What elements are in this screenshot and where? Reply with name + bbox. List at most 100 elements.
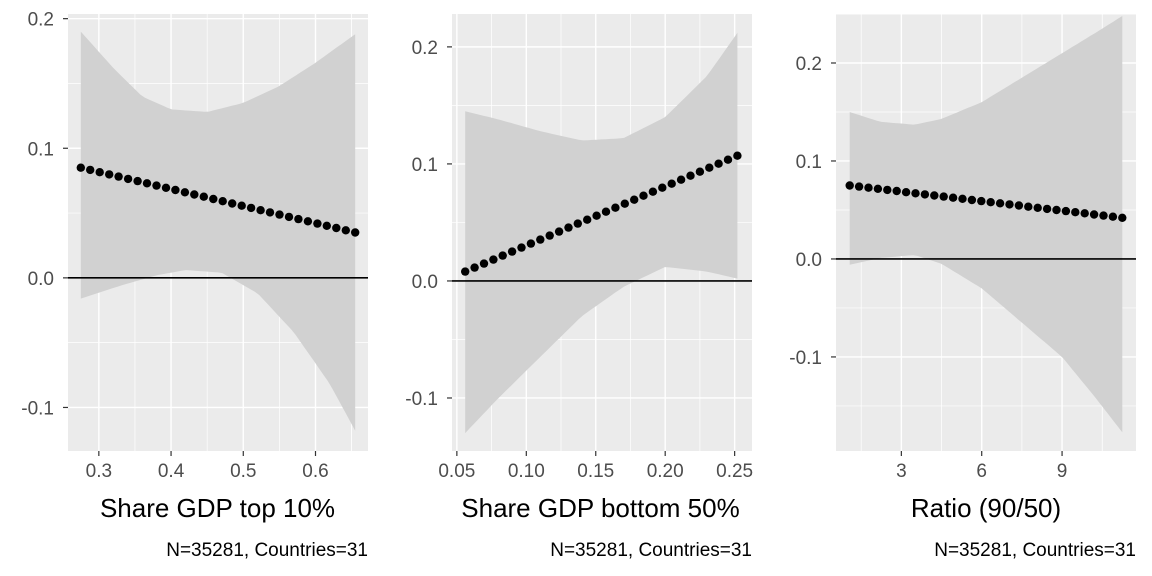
y-tick-label: 0.2	[28, 10, 54, 31]
confidence-ribbon	[80, 31, 356, 431]
confidence-ribbon	[465, 32, 738, 434]
data-point	[845, 181, 854, 190]
y-tick-label: 0.1	[28, 139, 54, 160]
x-tick-label: 0.20	[647, 461, 684, 482]
data-point	[303, 217, 313, 226]
data-point	[733, 151, 742, 160]
data-point	[171, 185, 180, 195]
data-point	[1089, 210, 1099, 219]
data-point	[554, 227, 564, 236]
x-tick-label: 3	[896, 461, 907, 482]
data-point	[322, 221, 331, 230]
data-point	[854, 182, 864, 191]
data-point	[341, 226, 350, 235]
data-point	[1024, 202, 1033, 211]
caption: N=35281, Countries=31	[166, 540, 368, 561]
data-point	[1052, 205, 1061, 215]
x-tick-label: 0.10	[508, 461, 545, 482]
confidence-ribbon	[849, 16, 1123, 433]
panel-share-gdp-top-10: -0.1 0.0 0.1 0.2 0.3 0.4 0.5 0.6 Share GDP top …	[21, 10, 368, 561]
data-point	[545, 231, 554, 240]
data-point	[864, 183, 873, 192]
x-tick-label: 0.6	[302, 461, 328, 482]
y-tick-label: -0.1	[21, 398, 54, 419]
data-point	[351, 228, 360, 237]
y-tick-label: 0.0	[412, 272, 438, 293]
data-point	[1071, 208, 1080, 217]
data-point	[1042, 204, 1052, 214]
data-point	[648, 187, 658, 196]
data-point	[611, 203, 620, 212]
data-point	[967, 195, 977, 205]
data-point	[209, 194, 218, 204]
data-point	[583, 215, 592, 224]
data-point	[95, 168, 104, 177]
data-point	[686, 171, 695, 180]
data-point	[977, 196, 986, 206]
data-point	[180, 188, 190, 197]
x-axis-title: Share GDP bottom 50%	[461, 493, 739, 523]
data-point	[237, 201, 246, 210]
data-point	[86, 165, 95, 175]
x-tick-label: 0.3	[86, 461, 112, 482]
data-point	[658, 183, 667, 192]
data-point	[256, 206, 265, 215]
y-tick-label: 0.1	[412, 155, 438, 176]
panel-share-gdp-bottom-50: -0.1 0.0 0.1 0.2 0.05 0.10 0.15 0.20 0.25 Share …	[405, 14, 753, 561]
data-point	[332, 223, 341, 233]
data-point	[133, 176, 142, 186]
data-point	[1108, 212, 1118, 221]
data-point	[190, 190, 199, 199]
data-point	[920, 190, 930, 199]
data-point	[911, 189, 920, 198]
x-tick-label: 0.25	[716, 461, 753, 482]
data-point	[313, 219, 322, 228]
data-point	[995, 199, 1005, 208]
data-point	[517, 243, 526, 252]
data-point	[498, 251, 507, 260]
data-point	[1099, 211, 1108, 220]
y-tick-label: 0.2	[796, 54, 822, 75]
data-point	[573, 219, 582, 228]
x-tick-label: 0.15	[577, 461, 614, 482]
data-point	[199, 192, 208, 201]
y-tick-label: 0.0	[28, 269, 54, 290]
data-point	[507, 247, 517, 256]
data-point	[1061, 206, 1071, 216]
data-point	[695, 167, 705, 176]
data-point	[564, 223, 573, 232]
data-point	[986, 198, 995, 207]
data-point	[948, 193, 958, 202]
data-point	[114, 172, 123, 181]
plot-area: -0.1 0.0 0.1 0.2 0.3 0.4 0.5 0.6	[21, 10, 368, 482]
x-tick-label: 9	[1057, 461, 1068, 482]
y-tick-label: 0.1	[796, 152, 822, 173]
data-point	[294, 214, 303, 224]
data-point	[218, 197, 227, 206]
data-point	[630, 195, 639, 204]
y-tick-label: -0.1	[405, 389, 438, 410]
data-point	[76, 163, 86, 172]
data-point	[601, 207, 611, 216]
data-point	[958, 194, 967, 203]
data-point	[105, 170, 114, 179]
data-point	[705, 163, 714, 172]
x-tick-label: 0.4	[158, 461, 185, 482]
data-point	[536, 235, 545, 244]
data-point	[667, 179, 676, 188]
data-point	[152, 181, 161, 190]
data-point	[930, 191, 939, 200]
data-point	[939, 192, 948, 201]
data-point	[284, 212, 294, 222]
x-tick-label: 0.5	[230, 461, 256, 482]
data-point	[1014, 201, 1024, 210]
data-point	[246, 203, 256, 213]
data-point	[275, 210, 284, 219]
data-point	[639, 191, 648, 200]
data-point	[714, 159, 723, 168]
data-point	[1005, 200, 1014, 209]
data-point	[228, 199, 237, 208]
data-point	[470, 263, 479, 272]
plot-area: -0.1 0.0 0.1 0.2 3 6 9	[789, 13, 1136, 482]
